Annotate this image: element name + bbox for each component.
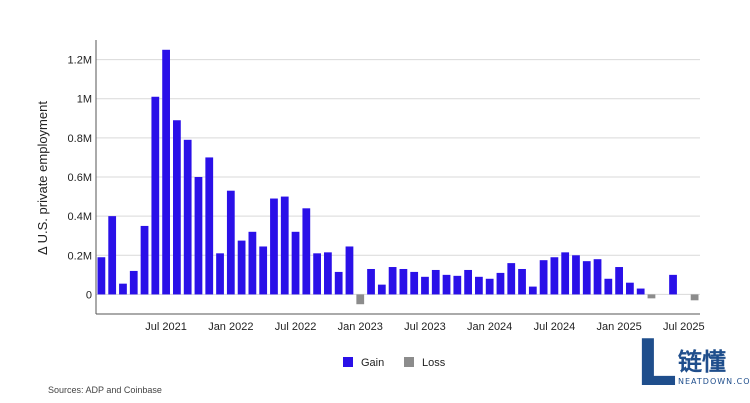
gain-bar (313, 253, 321, 295)
gain-bar (464, 269, 472, 295)
gain-bar (561, 252, 570, 295)
gain-bar (550, 257, 559, 295)
gain-bar (475, 276, 483, 295)
gain-bar (270, 198, 278, 295)
source-note: Sources: ADP and Coinbase (48, 385, 162, 395)
gain-bar (216, 253, 224, 295)
watermark-logo: L 链懂 NEATDOWN.COM (636, 327, 750, 401)
x-tick-label: Jul 2021 (145, 321, 187, 333)
gain-bar (377, 284, 386, 295)
gain-bar (399, 268, 408, 295)
x-tick-label: Jul 2024 (534, 321, 576, 333)
gain-bar (410, 271, 419, 295)
y-axis-label: Δ U.S. private employment (35, 101, 50, 255)
x-tick-label: Jul 2023 (404, 321, 446, 333)
legend-loss-swatch (404, 357, 414, 367)
gain-bar (324, 252, 332, 295)
loss-bar (647, 294, 656, 299)
gain-bar (367, 268, 375, 295)
gain-bar (248, 231, 257, 295)
loss-bar (356, 294, 365, 305)
y-tick-label: 1.2M (68, 55, 92, 67)
y-tick-label: 0.6M (68, 172, 92, 184)
x-tick-label: Jan 2022 (208, 321, 253, 333)
gain-bar (518, 268, 526, 295)
x-tick-label: Jul 2025 (663, 321, 705, 333)
gain-bar (345, 246, 354, 295)
gain-bar (636, 288, 645, 295)
gain-bar (421, 276, 429, 295)
gain-bar (388, 267, 397, 295)
gain-bar (291, 231, 300, 295)
gain-bar (485, 278, 494, 295)
logo-site-text: NEATDOWN.COM (678, 377, 750, 386)
x-tick-label: Jul 2022 (275, 321, 317, 333)
legend-gain-label: Gain (361, 357, 384, 369)
loss-bar (690, 294, 699, 301)
y-tick-label: 0.2M (68, 250, 92, 262)
gain-bar (140, 225, 149, 295)
y-tick-label: 0.8M (68, 133, 92, 145)
gain-bar (604, 278, 613, 295)
gain-bar (108, 216, 117, 295)
gain-bar (539, 260, 548, 295)
gain-bar (97, 257, 106, 295)
gain-bar (669, 274, 677, 295)
gain-bar (151, 96, 160, 295)
gain-bar (528, 286, 537, 295)
y-tick-label: 1M (77, 94, 92, 106)
gain-bar (431, 269, 440, 295)
gain-bar (280, 196, 289, 295)
gain-bar (259, 246, 268, 295)
legend-gain-swatch (343, 357, 353, 367)
gain-bar (593, 259, 602, 295)
gain-bar (572, 255, 580, 295)
logo-letter: L (636, 327, 677, 401)
gain-bar (442, 274, 451, 295)
logo-chinese-text: 链懂 (678, 348, 726, 376)
y-tick-label: 0.4M (68, 211, 92, 223)
bars (97, 49, 699, 305)
gain-bar (194, 177, 203, 295)
gain-bar (119, 283, 127, 295)
x-tick-labels: Jul 2021 Jan 2022 Jul 2022 Jan 2023 Jul 2023… (145, 321, 704, 333)
y-tick-label: 0 (86, 289, 92, 301)
gain-bar (496, 272, 505, 295)
gain-bar (507, 263, 516, 295)
x-tick-label: Jan 2023 (338, 321, 383, 333)
gain-bar (205, 157, 214, 295)
legend-loss-label: Loss (422, 357, 446, 369)
gain-bar (626, 282, 634, 295)
gain-bar (129, 270, 138, 295)
gain-bar (334, 271, 343, 295)
gain-bar (237, 240, 246, 295)
gain-bar (453, 275, 462, 295)
gain-bar (173, 120, 181, 295)
gain-bar (226, 190, 235, 295)
gain-bar (302, 208, 311, 295)
y-tick-labels: 0 0.2M 0.4M 0.6M 0.8M 1M 1.2M (68, 55, 92, 302)
gain-bar (162, 49, 170, 295)
gain-bar (183, 139, 192, 295)
gain-bar (615, 267, 623, 295)
x-tick-label: Jan 2025 (596, 321, 641, 333)
x-tick-label: Jan 2024 (467, 321, 512, 333)
gain-bar (582, 261, 591, 295)
legend: Gain Loss (343, 357, 446, 369)
